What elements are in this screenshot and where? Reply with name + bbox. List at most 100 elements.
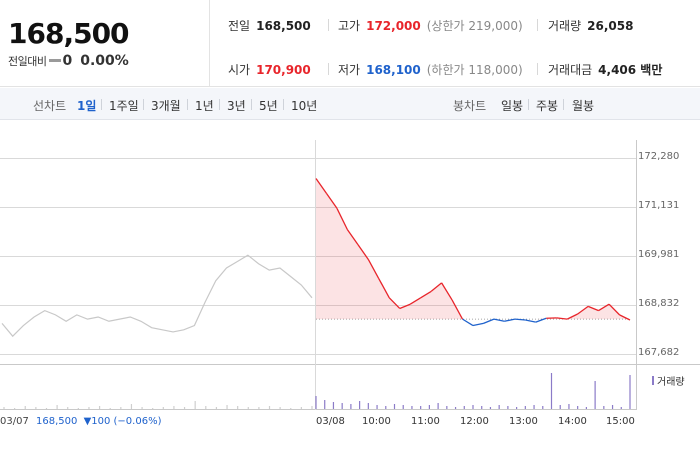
volume-bar [620, 407, 622, 409]
volume-bar [585, 407, 587, 409]
price-segment [493, 318, 505, 322]
volume-bar [376, 405, 378, 409]
prev-volume-bar [162, 407, 164, 409]
volume-bar [524, 406, 526, 409]
prev-volume-bar [56, 405, 58, 409]
price-segment [325, 193, 338, 209]
legend-swatch [652, 376, 654, 385]
candle-daily[interactable]: 일봉 [501, 99, 524, 113]
volume-baseline [0, 409, 636, 410]
volume-bar [516, 407, 518, 409]
price-box: 168,500 전일대비 0 0.00% [0, 0, 210, 87]
price-segment [587, 305, 599, 312]
prev-volume-bar [45, 408, 48, 409]
divider [328, 63, 329, 75]
open-price: 시가 170,900 [228, 61, 311, 78]
period-bar: 선차트 1일 1주일 3개월 1년 3년 5년 10년 봉차트 일봉 주봉 월봉 [0, 88, 700, 120]
gridline [0, 354, 636, 355]
price-segment [577, 305, 589, 315]
price-segment [315, 178, 327, 194]
candle-monthly[interactable]: 월봉 [572, 99, 595, 113]
prev-volume-bar [24, 406, 26, 409]
prev-volume-bar [98, 406, 101, 409]
price-segment [598, 303, 610, 312]
prev-day-change: ▼100 (−0.06%) [83, 416, 162, 427]
volume-bar [324, 400, 326, 409]
open-label: 시가 [228, 63, 251, 77]
divider [219, 99, 220, 110]
period-3y[interactable]: 3년 [227, 99, 246, 113]
price-segment [420, 290, 432, 299]
volume-bar [498, 405, 500, 409]
volume: 거래량 26,058 [548, 17, 633, 34]
divider [187, 99, 188, 110]
volume-bar [420, 406, 422, 409]
prev-volume-bar [290, 408, 292, 409]
x-tick-label: 14:00 [558, 416, 587, 427]
y-axis-line [636, 140, 637, 410]
volume-bar [428, 405, 430, 409]
volume-bar [446, 406, 448, 409]
price-segment [388, 297, 401, 309]
prev-close: 전일 168,500 [228, 17, 311, 34]
prev-volume-bar [35, 407, 37, 409]
low-label: 저가 [338, 63, 361, 77]
prev-volume-bar [67, 407, 69, 409]
prev-volume-bar [183, 407, 186, 409]
high-price: 고가 172,000 (상한가 219,000) [338, 17, 523, 34]
gridline [0, 305, 636, 306]
prev-volume-bar [88, 407, 90, 409]
prev-volume-bar [215, 407, 218, 409]
price-segment [367, 259, 380, 279]
low-price: 저가 168,100 (하한가 118,000) [338, 61, 523, 78]
volume-bar [332, 402, 335, 409]
prev-volume-bar [194, 401, 196, 409]
line-chart-label: 선차트 [33, 99, 67, 113]
price-chart [1, 178, 631, 338]
volume-bar [341, 403, 343, 409]
period-5y[interactable]: 5년 [259, 99, 278, 113]
prev-volume-bar [279, 407, 281, 409]
price-segment [514, 318, 526, 321]
gridline [0, 158, 636, 159]
volume-bar [472, 405, 474, 409]
volume-bar [315, 396, 317, 409]
price-segment [462, 318, 474, 327]
price-segment [525, 319, 536, 323]
prev-volume-bar [109, 408, 111, 409]
prev-volume-bar [311, 406, 313, 409]
prev-volume-bar [3, 407, 5, 409]
volume-bar [463, 406, 465, 409]
gridline [0, 207, 636, 208]
prev-volume-bar [300, 407, 302, 409]
price-segment [378, 278, 390, 299]
volume-bar [367, 403, 369, 409]
volume-bar [542, 406, 544, 409]
price-segment [346, 229, 359, 245]
candle-chart-label: 봉차트 [453, 99, 487, 113]
price-segment [483, 318, 495, 324]
divider [563, 99, 564, 110]
divider [251, 99, 252, 110]
y-tick-label: 171,131 [638, 200, 680, 211]
volume-bar [550, 373, 553, 409]
prev-close-value: 168,500 [256, 19, 311, 33]
price-segment [535, 317, 547, 323]
volume-bar [611, 405, 614, 409]
period-10y[interactable]: 10년 [291, 99, 318, 113]
candle-weekly[interactable]: 주봉 [536, 99, 559, 113]
period-3m[interactable]: 3개월 [151, 99, 181, 113]
period-1d[interactable]: 1일 [77, 99, 97, 113]
price-segment [556, 317, 568, 320]
period-1w[interactable]: 1주일 [109, 99, 139, 113]
price-segment [451, 299, 464, 320]
prev-day-price: 168,500 [36, 416, 78, 427]
y-tick-label: 167,682 [638, 347, 680, 358]
upper-limit: (상한가 219,000) [426, 19, 523, 33]
trade-amount-value: 4,406 백만 [598, 63, 663, 77]
volume-bar [594, 381, 596, 409]
volume-bar [629, 375, 631, 409]
period-1y[interactable]: 1년 [195, 99, 214, 113]
day-divider [315, 140, 316, 410]
prev-volume-bar [120, 407, 122, 409]
